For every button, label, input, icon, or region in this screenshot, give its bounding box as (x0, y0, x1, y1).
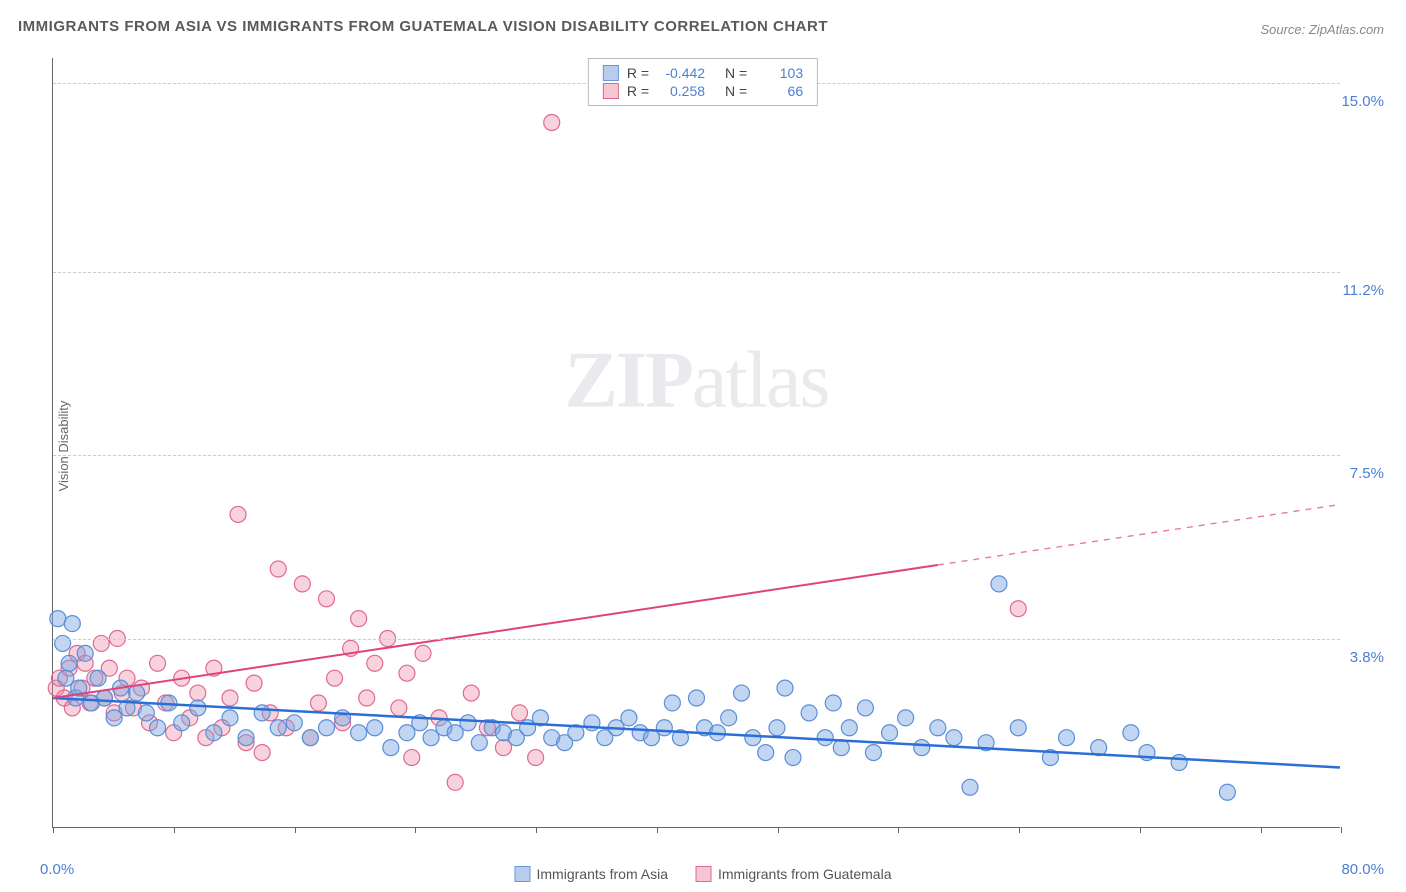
swatch-guatemala (603, 83, 619, 99)
x-min-label: 0.0% (40, 861, 74, 878)
r-value-asia: -0.442 (657, 65, 705, 81)
x-tick (1261, 827, 1262, 833)
x-max-label: 80.0% (1341, 861, 1384, 878)
y-tick-label: 3.8% (1350, 649, 1384, 666)
legend-swatch-asia (515, 866, 531, 882)
swatch-asia (603, 65, 619, 81)
x-tick (778, 827, 779, 833)
source-attribution: Source: ZipAtlas.com (1260, 22, 1384, 37)
y-tick-label: 7.5% (1350, 465, 1384, 482)
r-value-guatemala: 0.258 (657, 83, 705, 99)
bottom-legend: Immigrants from Asia Immigrants from Gua… (515, 866, 892, 882)
y-tick-label: 11.2% (1343, 282, 1384, 299)
r-label-2: R = (627, 83, 649, 99)
grid-line (53, 272, 1340, 273)
x-tick (53, 827, 54, 833)
stats-legend-box: R = -0.442 N = 103 R = 0.258 N = 66 (588, 58, 818, 106)
grid-line (53, 455, 1340, 456)
x-tick (898, 827, 899, 833)
legend-swatch-guatemala (696, 866, 712, 882)
chart-container: IMMIGRANTS FROM ASIA VS IMMIGRANTS FROM … (0, 0, 1406, 892)
n-label-2: N = (725, 83, 747, 99)
y-tick-label: 15.0% (1341, 93, 1384, 110)
stats-row-guatemala: R = 0.258 N = 66 (603, 83, 803, 99)
legend-item-asia: Immigrants from Asia (515, 866, 668, 882)
n-value-guatemala: 66 (755, 83, 803, 99)
n-label: N = (725, 65, 747, 81)
x-tick (1140, 827, 1141, 833)
plot-svg (53, 58, 1340, 827)
x-tick (174, 827, 175, 833)
legend-label-asia: Immigrants from Asia (537, 866, 668, 882)
chart-title: IMMIGRANTS FROM ASIA VS IMMIGRANTS FROM … (18, 18, 828, 35)
stats-row-asia: R = -0.442 N = 103 (603, 65, 803, 81)
legend-label-guatemala: Immigrants from Guatemala (718, 866, 892, 882)
legend-item-guatemala: Immigrants from Guatemala (696, 866, 892, 882)
n-value-asia: 103 (755, 65, 803, 81)
grid-line (53, 639, 1340, 640)
plot-area: ZIPatlas (52, 58, 1340, 828)
x-tick (415, 827, 416, 833)
r-label: R = (627, 65, 649, 81)
x-tick (295, 827, 296, 833)
x-tick (536, 827, 537, 833)
x-tick (657, 827, 658, 833)
x-tick (1019, 827, 1020, 833)
x-tick (1341, 827, 1342, 833)
